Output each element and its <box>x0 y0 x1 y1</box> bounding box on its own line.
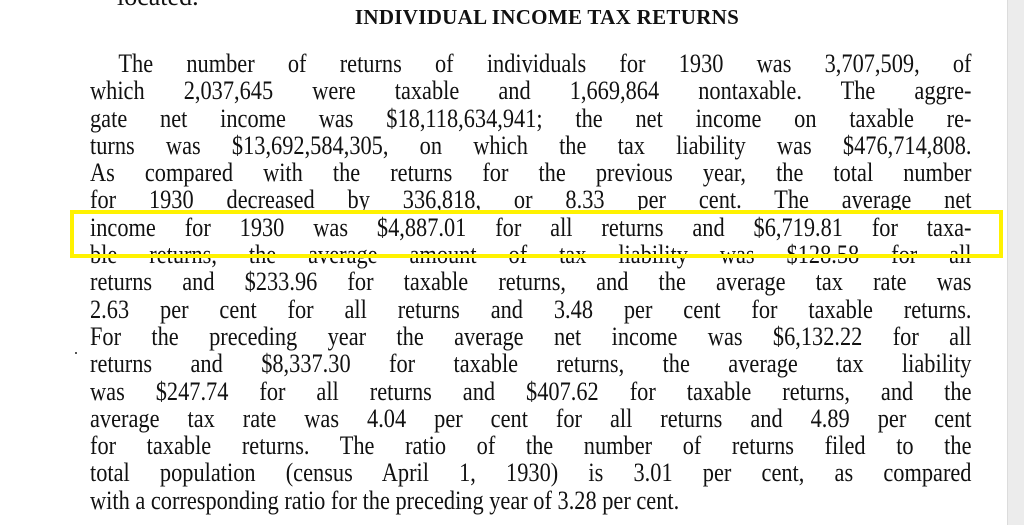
text-line: The number of returns of individuals for… <box>118 49 972 78</box>
text-line: was $247.74 for all returns and $407.62 … <box>90 376 972 406</box>
text-line: for 1930 decreased by 336,818, or 8.33 p… <box>90 185 972 215</box>
cut-off-text: located. <box>117 0 199 12</box>
text-line: which 2,037,645 were taxable and 1,669,8… <box>90 76 972 106</box>
scan-speck <box>75 352 77 354</box>
text-line: total population (census April 1, 1930) … <box>90 458 972 488</box>
text-line: As compared with the returns for the pre… <box>90 158 972 188</box>
highlighted-text-line: income for 1930 was $4,887.01 for all re… <box>90 212 972 242</box>
text-line: returns and $8,337.30 for taxable return… <box>90 349 972 379</box>
text-line: for taxable returns. The ratio of the nu… <box>90 431 972 461</box>
text-line: returns and $233.96 for taxable returns,… <box>90 267 972 297</box>
text-line: 2.63 per cent for all returns and 3.48 p… <box>90 294 972 324</box>
text-line: average tax rate was 4.04 per cent for a… <box>90 403 972 433</box>
text-line: with a corresponding ratio for the prece… <box>90 485 680 515</box>
text-line: turns was $13,692,584,305, on which the … <box>90 130 972 160</box>
paragraph: The number of returns of individuals for… <box>90 50 972 514</box>
text-line: gate net income was $18,118,634,941; the… <box>90 103 972 133</box>
highlight-box <box>70 210 1003 258</box>
page-edge <box>1007 0 1024 525</box>
text-line: For the preceding year the average net i… <box>90 321 972 351</box>
section-heading: INDIVIDUAL INCOME TAX RETURNS <box>354 5 740 29</box>
